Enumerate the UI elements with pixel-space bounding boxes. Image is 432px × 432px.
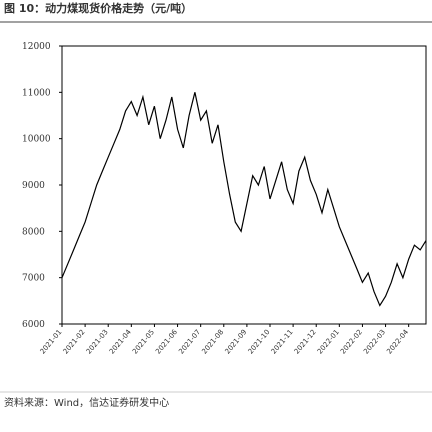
y-tick-label: 8000 [22,227,45,237]
x-tick-label: 2021-03 [85,328,110,356]
y-tick-label: 11000 [22,88,51,98]
x-tick-label: 2021-10 [247,328,272,356]
x-tick-label: 2022-04 [385,328,410,356]
source: 资料来源：Wind，信达证券研发中心 [4,396,169,409]
y-tick-label: 7000 [22,274,45,284]
x-tick-label: 2021-04 [108,328,133,356]
x-tick-label: 2021-02 [62,328,87,356]
x-tick-label: 2022-01 [316,328,341,356]
x-tick-label: 2021-06 [154,328,179,356]
x-tick-label: 2021-08 [200,328,225,356]
x-tick-label: 2021-07 [177,328,202,356]
chart-title: 图 10：动力煤现货价格走势（元/吨） [4,1,192,15]
y-tick-label: 10000 [22,135,51,145]
x-tick-label: 2021-12 [293,328,318,356]
x-tick-label: 2021-05 [131,328,156,356]
x-tick-label: 2021-11 [270,328,295,356]
y-tick-label: 6000 [22,320,45,330]
price-line [61,92,427,307]
y-tick-label: 12000 [22,42,51,52]
y-tick-label: 9000 [22,181,45,191]
x-tick-label: 2021-01 [39,328,64,356]
x-tick-label: 2021-09 [223,328,248,356]
x-tick-label: 2022-03 [362,328,387,356]
x-tick-label: 2022-02 [339,328,364,356]
